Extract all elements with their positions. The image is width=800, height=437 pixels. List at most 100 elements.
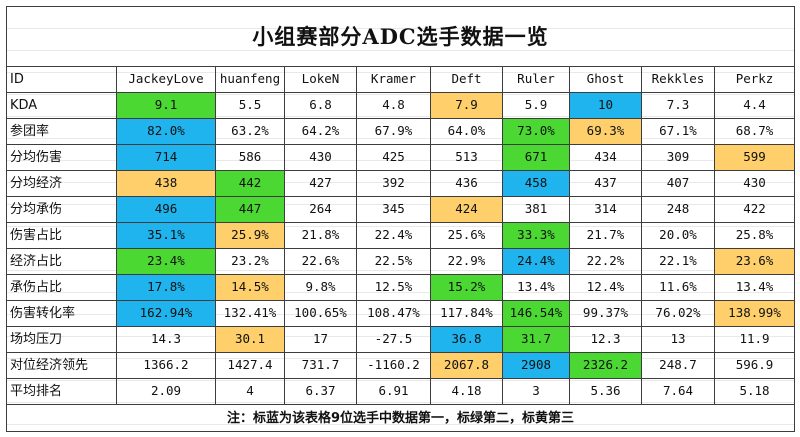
stat-cell: -1160.2 <box>356 352 431 379</box>
spreadsheet: 小组赛部分ADC选手数据一览 ID JackeyLove huanfeng Loke… <box>5 6 796 432</box>
stat-cell: 64.0% <box>430 118 503 145</box>
table-row: 伤害占比 35.1% 25.9% 21.8% 22.4% 25.6% 33.3% 21.7% 2… <box>6 222 796 249</box>
table-row: 场均压刀 14.3 30.1 17 -27.5 36.8 31.7 12.3 13 11.9 <box>6 326 796 353</box>
stat-cell: 9.8% <box>284 274 357 301</box>
stat-cell: 7.64 <box>641 378 715 405</box>
table-row: 参团率 82.0% 63.2% 64.2% 67.9% 64.0% 73.0% 69.3% 67… <box>6 118 796 145</box>
stat-cell: 4 <box>215 378 285 405</box>
row-label: 场均压刀 <box>6 326 117 353</box>
stat-cell: 25.8% <box>713 222 796 249</box>
row-label: 平均排名 <box>6 378 117 405</box>
stat-cell: 3 <box>502 378 570 405</box>
stat-cell: 108.47% <box>356 300 431 327</box>
stat-cell: 117.84% <box>430 300 503 327</box>
header-player-2: LokeN <box>284 66 357 93</box>
stat-cell: 15.2% <box>430 274 503 301</box>
header-player-0: JackeyLove <box>116 66 216 93</box>
stat-cell: 714 <box>116 144 216 171</box>
stat-cell: 438 <box>116 170 216 197</box>
stat-cell: 73.0% <box>502 118 570 145</box>
stat-cell: 1427.4 <box>215 352 285 379</box>
stat-cell: 6.37 <box>284 378 357 405</box>
stat-cell: 6.8 <box>284 92 357 119</box>
table-row: 分均经济 438 442 427 392 436 458 437 407 430 <box>6 170 796 197</box>
row-label: 承伤占比 <box>6 274 117 301</box>
stat-cell: 35.1% <box>116 222 216 249</box>
stat-cell: 21.8% <box>284 222 357 249</box>
table-row: 平均排名 2.09 4 6.37 6.91 4.18 3 5.36 7.64 5.18 <box>6 378 796 405</box>
header-player-8: Perkz <box>713 66 796 93</box>
stat-cell: 14.5% <box>215 274 285 301</box>
stat-cell: 21.7% <box>569 222 642 249</box>
stat-cell: 248.7 <box>641 352 715 379</box>
header-id-label: ID <box>6 66 117 93</box>
stat-cell: 23.6% <box>713 248 796 275</box>
stat-cell: 430 <box>284 144 357 171</box>
stat-cell: 599 <box>713 144 796 171</box>
stat-cell: 67.9% <box>356 118 431 145</box>
stat-cell: 13 <box>641 326 715 353</box>
stat-cell: 442 <box>215 170 285 197</box>
stat-cell: 345 <box>356 196 431 223</box>
stat-cell: 13.4% <box>713 274 796 301</box>
adc-stats-table: 小组赛部分ADC选手数据一览 ID JackeyLove huanfeng Loke… <box>5 6 796 432</box>
stat-cell: -27.5 <box>356 326 431 353</box>
stat-cell: 22.4% <box>356 222 431 249</box>
row-label: 分均经济 <box>6 170 117 197</box>
stat-cell: 138.99% <box>713 300 796 327</box>
row-label: 伤害转化率 <box>6 300 117 327</box>
stat-cell: 731.7 <box>284 352 357 379</box>
stat-cell: 24.4% <box>502 248 570 275</box>
stat-cell: 20.0% <box>641 222 715 249</box>
row-label: KDA <box>6 92 117 119</box>
stat-cell: 2326.2 <box>569 352 642 379</box>
stat-cell: 33.3% <box>502 222 570 249</box>
row-label: 经济占比 <box>6 248 117 275</box>
row-label: 分均承伤 <box>6 196 117 223</box>
stat-cell: 100.65% <box>284 300 357 327</box>
stat-cell: 436 <box>430 170 503 197</box>
stat-cell: 248 <box>641 196 715 223</box>
stat-cell: 437 <box>569 170 642 197</box>
table-body: 小组赛部分ADC选手数据一览 ID JackeyLove huanfeng Loke… <box>5 6 796 432</box>
stat-cell: 4.18 <box>430 378 503 405</box>
stat-cell: 162.94% <box>116 300 216 327</box>
stat-cell: 31.7 <box>502 326 570 353</box>
stat-cell: 4.8 <box>356 92 431 119</box>
stat-cell: 11.9 <box>713 326 796 353</box>
header-player-5: Ruler <box>502 66 570 93</box>
stat-cell: 67.1% <box>641 118 715 145</box>
row-label: 参团率 <box>6 118 117 145</box>
stat-cell: 12.5% <box>356 274 431 301</box>
stat-cell: 23.4% <box>116 248 216 275</box>
stat-cell: 69.3% <box>569 118 642 145</box>
stat-cell: 25.6% <box>430 222 503 249</box>
header-player-6: Ghost <box>569 66 642 93</box>
table-row: 分均承伤 496 447 264 345 424 381 314 248 422 <box>6 196 796 223</box>
stat-cell: 5.5 <box>215 92 285 119</box>
stat-cell: 6.91 <box>356 378 431 405</box>
stat-cell: 430 <box>713 170 796 197</box>
stat-cell: 132.41% <box>215 300 285 327</box>
stat-cell: 30.1 <box>215 326 285 353</box>
stat-cell: 407 <box>641 170 715 197</box>
stat-cell: 1366.2 <box>116 352 216 379</box>
stat-cell: 4.4 <box>713 92 796 119</box>
stat-cell: 5.18 <box>713 378 796 405</box>
stat-cell: 447 <box>215 196 285 223</box>
stat-cell: 76.02% <box>641 300 715 327</box>
stat-cell: 22.2% <box>569 248 642 275</box>
table-row: 承伤占比 17.8% 14.5% 9.8% 12.5% 15.2% 13.4% 12.4% 11… <box>6 274 796 301</box>
stat-cell: 14.3 <box>116 326 216 353</box>
stat-cell: 392 <box>356 170 431 197</box>
table-row: 分均伤害 714 586 430 425 513 671 434 309 599 <box>6 144 796 171</box>
stat-cell: 5.9 <box>502 92 570 119</box>
table-row: 伤害转化率 162.94% 132.41% 100.65% 108.47% 117.84%… <box>6 300 796 327</box>
stat-cell: 2908 <box>502 352 570 379</box>
stat-cell: 11.6% <box>641 274 715 301</box>
stat-cell: 12.3 <box>569 326 642 353</box>
stat-cell: 22.1% <box>641 248 715 275</box>
stat-cell: 427 <box>284 170 357 197</box>
stat-cell: 9.1 <box>116 92 216 119</box>
note-row: 注：标蓝为该表格9位选手中数据第一，标绿第二，标黄第三 <box>5 404 796 432</box>
